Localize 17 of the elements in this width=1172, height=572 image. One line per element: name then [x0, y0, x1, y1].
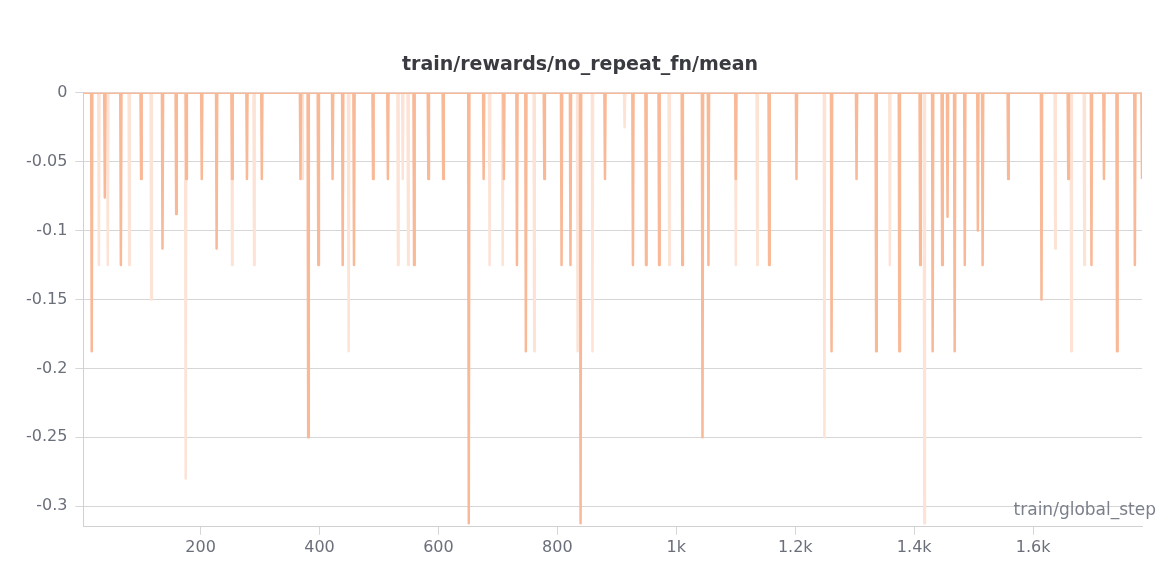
y-tick-label: -0.05 [25, 150, 68, 170]
chart-title: train/rewards/no_repeat_fn/mean [401, 52, 759, 76]
y-tick-label: -0.25 [25, 426, 68, 446]
x-axis-title: train/global_step [1013, 498, 1156, 520]
x-tick-label: 200 [185, 536, 216, 556]
y-tick-label: -0.1 [36, 219, 68, 239]
y-tick-label: -0.15 [25, 288, 68, 308]
x-tick-label: 1.4k [896, 536, 933, 556]
y-tick-label: -0.2 [36, 357, 68, 377]
x-tick-label: 1k [666, 536, 687, 556]
y-tick-label: 0 [57, 81, 68, 101]
x-tick-label: 1.2k [777, 536, 814, 556]
x-tick-label: 800 [542, 536, 573, 556]
x-tick-label: 1.6k [1015, 536, 1052, 556]
y-tick-label: -0.3 [36, 495, 68, 515]
x-tick-label: 600 [423, 536, 454, 556]
x-tick-label: 400 [304, 536, 335, 556]
